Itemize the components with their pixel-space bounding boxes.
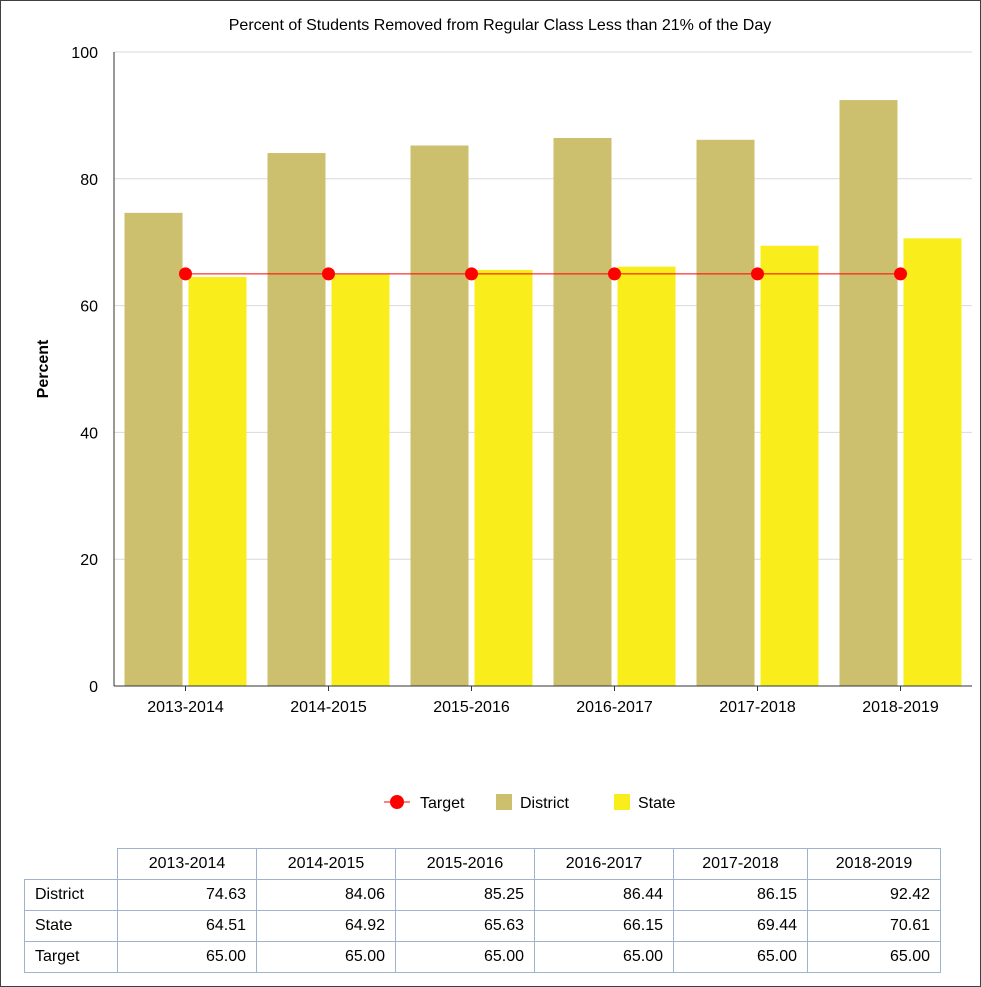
table-cell: 74.63 <box>117 879 257 911</box>
y-tick-label: 100 <box>71 45 98 62</box>
x-tick-label: 2014-2015 <box>290 699 367 716</box>
table-row: Target 65.00 65.00 65.00 65.00 65.00 65.… <box>24 941 941 973</box>
legend-swatch-state <box>614 794 630 810</box>
target-point <box>179 267 192 281</box>
x-tick-label: 2017-2018 <box>719 699 796 716</box>
target-point <box>608 267 621 281</box>
target-point <box>894 267 907 281</box>
column-header: 2014-2015 <box>256 848 396 880</box>
table-cell: 86.44 <box>534 879 674 911</box>
column-header: 2018-2019 <box>807 848 941 880</box>
bar-state <box>617 266 676 686</box>
table-cell: 65.00 <box>256 941 396 973</box>
y-tick-label: 80 <box>80 172 98 189</box>
bar-district <box>839 100 898 687</box>
table-cell: 69.44 <box>673 910 808 942</box>
chart: Percent of Students Removed from Regular… <box>35 17 972 812</box>
x-tick-label: 2015-2016 <box>433 699 510 716</box>
legend-marker-target <box>390 795 404 809</box>
y-tick-label: 40 <box>80 425 98 442</box>
table-cell: 65.00 <box>673 941 808 973</box>
table-cell: 84.06 <box>256 879 396 911</box>
table-row: State 64.51 64.92 65.63 66.15 69.44 70.6… <box>24 910 941 942</box>
table-cell: 65.00 <box>807 941 941 973</box>
bar-state <box>188 277 247 686</box>
y-tick-label: 60 <box>80 299 98 316</box>
x-tick-label: 2013-2014 <box>147 699 224 716</box>
table-corner <box>25 849 118 880</box>
table-cell: 85.25 <box>395 879 535 911</box>
column-header: 2013-2014 <box>117 848 257 880</box>
column-header: 2017-2018 <box>673 848 808 880</box>
legend-label: District <box>520 795 569 812</box>
bar-state <box>474 269 533 686</box>
x-tick-label: 2018-2019 <box>862 699 939 716</box>
bar-state <box>331 274 390 686</box>
table-cell: 65.00 <box>534 941 674 973</box>
bar-district <box>553 137 612 686</box>
y-tick-label: 20 <box>80 552 98 569</box>
data-table: 2013-2014 2014-2015 2015-2016 2016-2017 … <box>24 848 941 973</box>
legend: Target District State <box>384 794 675 812</box>
table-cell: 92.42 <box>807 879 941 911</box>
x-tick-label: 2016-2017 <box>576 699 653 716</box>
y-tick-label: 0 <box>89 679 98 696</box>
bars <box>124 100 962 687</box>
table-cell: 64.51 <box>117 910 257 942</box>
bar-state <box>760 245 819 686</box>
legend-swatch-district <box>496 794 512 810</box>
target-point <box>322 267 335 281</box>
column-header: 2016-2017 <box>534 848 674 880</box>
bar-district <box>124 212 183 686</box>
table-cell: 64.92 <box>256 910 396 942</box>
bar-state <box>903 238 962 687</box>
bar-district <box>267 153 326 687</box>
axes: 0 20 40 60 80 100 2013-2014 2014-2015 2015-2016 2… <box>71 45 972 716</box>
gridlines <box>114 51 972 560</box>
chart-title: Percent of Students Removed from Regular… <box>229 17 772 34</box>
table-cell: 65.00 <box>117 941 257 973</box>
table-header-row: 2013-2014 2014-2015 2015-2016 2016-2017 … <box>25 848 941 880</box>
row-label: State <box>24 910 118 942</box>
row-label: District <box>24 879 118 911</box>
table-cell: 65.63 <box>395 910 535 942</box>
column-header: 2015-2016 <box>395 848 535 880</box>
legend-label: Target <box>420 795 465 812</box>
table-cell: 66.15 <box>534 910 674 942</box>
y-axis-label: Percent <box>35 339 52 398</box>
target-point <box>465 267 478 281</box>
table-cell: 70.61 <box>807 910 941 942</box>
table-cell: 86.15 <box>673 879 808 911</box>
row-label: Target <box>24 941 118 973</box>
table-row: District 74.63 84.06 85.25 86.44 86.15 9… <box>24 879 941 911</box>
table-cell: 65.00 <box>395 941 535 973</box>
target-line <box>179 267 907 281</box>
target-point <box>751 267 764 281</box>
bar-district <box>696 139 755 686</box>
bar-district <box>410 145 469 686</box>
legend-label: State <box>638 795 675 812</box>
